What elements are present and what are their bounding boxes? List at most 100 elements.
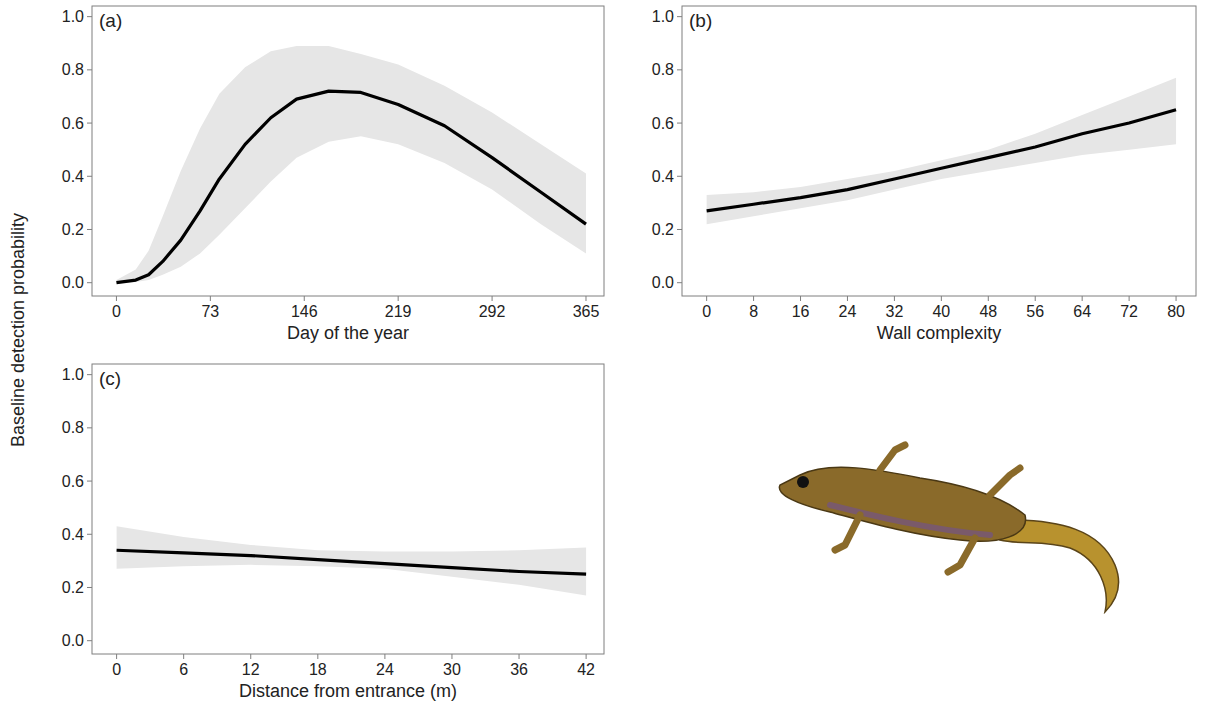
salamander-tail bbox=[1000, 520, 1119, 612]
y-tick-label: 1.0 bbox=[652, 8, 674, 25]
salamander-leg bbox=[880, 445, 905, 470]
y-axis-title: Baseline detection probability bbox=[8, 213, 28, 447]
x-tick bbox=[451, 654, 452, 659]
y-tick bbox=[87, 587, 92, 588]
y-tick-label: 0.2 bbox=[62, 579, 84, 596]
y-tick bbox=[677, 229, 682, 230]
panel: 0.00.20.40.60.81.0073146219292365Day of … bbox=[62, 6, 604, 343]
plot-frame bbox=[682, 6, 1196, 296]
x-tick bbox=[1129, 296, 1130, 301]
salamander-leg bbox=[990, 468, 1020, 495]
y-tick bbox=[87, 69, 92, 70]
mean-line bbox=[117, 550, 587, 574]
x-tick bbox=[304, 296, 305, 301]
x-tick-label: 12 bbox=[242, 661, 260, 678]
x-tick bbox=[398, 296, 399, 301]
y-tick-label: 0.2 bbox=[652, 221, 674, 238]
salamander-leg bbox=[948, 538, 975, 572]
x-axis-title: Distance from entrance (m) bbox=[239, 681, 457, 701]
x-tick-label: 24 bbox=[839, 303, 857, 320]
x-axis-title: Wall complexity bbox=[877, 323, 1001, 343]
y-tick bbox=[87, 534, 92, 535]
x-tick bbox=[988, 296, 989, 301]
x-tick bbox=[116, 296, 117, 301]
confidence-band bbox=[117, 526, 587, 595]
x-tick-label: 32 bbox=[886, 303, 904, 320]
x-tick bbox=[210, 296, 211, 301]
panel-label: (c) bbox=[99, 368, 121, 389]
x-tick-label: 56 bbox=[1026, 303, 1044, 320]
y-tick-label: 0.6 bbox=[62, 115, 84, 132]
x-tick-label: 80 bbox=[1167, 303, 1185, 320]
x-tick bbox=[492, 296, 493, 301]
y-tick bbox=[87, 427, 92, 428]
x-tick bbox=[183, 654, 184, 659]
x-tick-label: 6 bbox=[179, 661, 188, 678]
plot-area bbox=[117, 526, 587, 595]
confidence-band bbox=[116, 46, 586, 283]
y-tick-label: 0.0 bbox=[652, 274, 674, 291]
y-tick bbox=[87, 640, 92, 641]
x-tick-label: 42 bbox=[577, 661, 595, 678]
salamander-illustration bbox=[779, 445, 1118, 612]
x-tick-label: 24 bbox=[376, 661, 394, 678]
y-tick-label: 1.0 bbox=[62, 8, 84, 25]
x-tick bbox=[519, 654, 520, 659]
plot-area bbox=[707, 78, 1176, 224]
x-tick-label: 16 bbox=[792, 303, 810, 320]
x-tick bbox=[800, 296, 801, 301]
x-tick bbox=[1176, 296, 1177, 301]
x-tick-label: 146 bbox=[291, 303, 318, 320]
x-tick-label: 18 bbox=[309, 661, 327, 678]
x-tick bbox=[384, 654, 385, 659]
x-tick-label: 292 bbox=[479, 303, 506, 320]
y-tick-label: 0.4 bbox=[62, 168, 84, 185]
panel-label: (b) bbox=[689, 10, 712, 31]
panel-label: (a) bbox=[99, 10, 122, 31]
x-tick bbox=[250, 654, 251, 659]
y-tick bbox=[677, 16, 682, 17]
y-tick-label: 0.8 bbox=[62, 419, 84, 436]
x-tick-label: 0 bbox=[112, 661, 121, 678]
x-tick-label: 48 bbox=[979, 303, 997, 320]
x-tick bbox=[1082, 296, 1083, 301]
y-tick bbox=[87, 374, 92, 375]
y-tick-label: 0.6 bbox=[62, 473, 84, 490]
y-tick bbox=[87, 481, 92, 482]
plot-frame bbox=[92, 6, 604, 296]
x-tick-label: 30 bbox=[443, 661, 461, 678]
x-tick bbox=[585, 296, 586, 301]
salamander-leg bbox=[835, 515, 860, 550]
x-tick-label: 36 bbox=[510, 661, 528, 678]
y-tick-label: 0.2 bbox=[62, 221, 84, 238]
x-tick bbox=[941, 296, 942, 301]
y-tick bbox=[87, 229, 92, 230]
x-tick-label: 219 bbox=[385, 303, 412, 320]
y-tick bbox=[87, 282, 92, 283]
y-tick bbox=[677, 123, 682, 124]
x-tick bbox=[753, 296, 754, 301]
panel: 0.00.20.40.60.81.006121824303642Distance… bbox=[62, 364, 604, 701]
x-tick bbox=[706, 296, 707, 301]
y-tick-label: 0.0 bbox=[62, 274, 84, 291]
x-tick bbox=[586, 654, 587, 659]
mean-line bbox=[707, 110, 1176, 211]
y-tick bbox=[87, 16, 92, 17]
x-tick bbox=[847, 296, 848, 301]
plot-area bbox=[116, 46, 586, 283]
x-tick-label: 64 bbox=[1073, 303, 1091, 320]
confidence-band bbox=[707, 78, 1176, 224]
x-tick-label: 365 bbox=[573, 303, 600, 320]
salamander-eye bbox=[797, 476, 809, 488]
x-tick bbox=[1035, 296, 1036, 301]
x-tick-label: 73 bbox=[201, 303, 219, 320]
x-tick-label: 40 bbox=[932, 303, 950, 320]
y-tick bbox=[87, 123, 92, 124]
y-tick-label: 0.8 bbox=[652, 61, 674, 78]
x-tick-label: 8 bbox=[749, 303, 758, 320]
y-tick bbox=[677, 69, 682, 70]
y-tick-label: 0.4 bbox=[62, 526, 84, 543]
salamander-body bbox=[779, 467, 1025, 541]
x-tick bbox=[116, 654, 117, 659]
x-tick-label: 72 bbox=[1120, 303, 1138, 320]
